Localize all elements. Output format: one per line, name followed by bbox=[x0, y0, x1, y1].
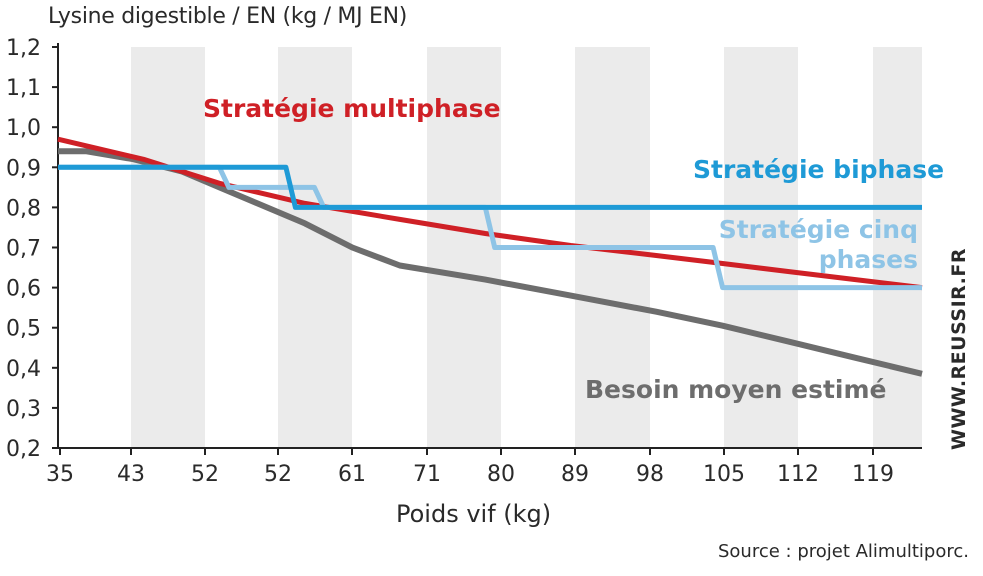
x-axis-title: Poids vif (kg) bbox=[396, 500, 552, 528]
x-tick-label: 89 bbox=[561, 462, 589, 487]
grid-band bbox=[131, 47, 205, 448]
x-tick-label: 71 bbox=[413, 462, 441, 487]
grid-band bbox=[873, 47, 922, 448]
label-multiphase: Stratégie multiphase bbox=[203, 94, 501, 123]
x-tick-label: 112 bbox=[777, 462, 819, 487]
watermark: WWW.REUSSIR.FR bbox=[948, 248, 970, 450]
y-ticks: 0,2 0,3 0,4 0,5 0,6 0,7 0,8 0,9 1,0 1,1 1,2 bbox=[6, 36, 58, 462]
y-tick-label: 1,0 bbox=[6, 116, 41, 141]
y-tick-label: 0,2 bbox=[6, 437, 41, 462]
label-cinq-phases-line2: phases bbox=[819, 245, 918, 274]
x-tick-label: 105 bbox=[703, 462, 745, 487]
series-lines bbox=[57, 136, 923, 377]
y-tick-label: 0,7 bbox=[6, 237, 41, 262]
y-tick-label: 0,5 bbox=[6, 317, 41, 342]
source-note: Source : projet Alimultiporc. bbox=[717, 541, 969, 562]
y-tick-label: 1,2 bbox=[6, 36, 41, 61]
grid-band bbox=[278, 47, 352, 448]
y-tick-label: 0,8 bbox=[6, 196, 41, 221]
y-tick-label: 0,3 bbox=[6, 397, 41, 422]
y-axis-title: Lysine digestible / EN (kg / MJ EN) bbox=[48, 4, 408, 29]
series-line-2 bbox=[57, 136, 923, 291]
x-tick-label: 52 bbox=[191, 462, 219, 487]
y-tick-label: 1,1 bbox=[6, 76, 41, 101]
x-ticks: 35 43 52 52 61 71 80 89 98 105 112 119 bbox=[46, 448, 894, 487]
x-tick-label: 119 bbox=[852, 462, 894, 487]
series-line-4 bbox=[58, 164, 922, 210]
x-tick-label: 43 bbox=[117, 462, 145, 487]
label-biphase: Stratégie biphase bbox=[693, 155, 944, 184]
label-besoin: Besoin moyen estimé bbox=[585, 375, 886, 404]
x-tick-label: 61 bbox=[338, 462, 366, 487]
axes bbox=[57, 43, 922, 449]
y-tick-label: 0,6 bbox=[6, 277, 41, 302]
label-cinq-phases-line1: Stratégie cinq bbox=[719, 215, 918, 244]
grid-band bbox=[427, 47, 501, 448]
x-tick-label: 98 bbox=[636, 462, 664, 487]
x-tick-label: 35 bbox=[46, 462, 74, 487]
grid-band bbox=[724, 47, 798, 448]
y-tick-label: 0,9 bbox=[6, 156, 41, 181]
x-tick-label: 52 bbox=[264, 462, 292, 487]
x-tick-label: 80 bbox=[487, 462, 515, 487]
y-tick-label: 0,4 bbox=[6, 357, 41, 382]
